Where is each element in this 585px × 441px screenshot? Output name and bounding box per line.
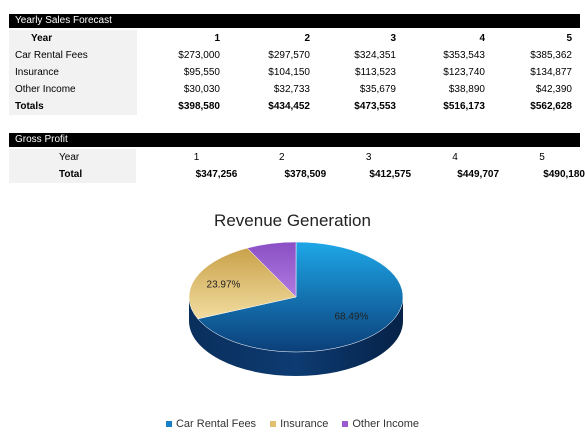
table-cell: $412,575: [369, 169, 412, 180]
table-row: Insurance $95,550 $104,150 $113,523 $123…: [9, 64, 572, 81]
table-cell: $123,740: [443, 67, 485, 78]
pie-side-wall: [189, 297, 403, 376]
row-label: Car Rental Fees: [9, 47, 137, 64]
table-cell: $30,030: [183, 84, 220, 95]
table-cell: $490,180: [543, 169, 585, 180]
gross-profit-title: Gross Profit: [9, 133, 580, 147]
gross-profit-table: Year 1 2 3 4 5 Total $347,256 $378,509 $…: [9, 149, 585, 183]
header-cell: 3: [390, 33, 396, 44]
pie-slice-insurance: [188, 247, 297, 320]
table-row: Car Rental Fees $273,000 $297,570 $324,3…: [9, 47, 572, 64]
chart-title: Revenue Generation: [214, 211, 371, 230]
table-cell: $42,390: [535, 84, 572, 95]
header-cell: 5: [539, 152, 545, 163]
table-cell: $378,509: [284, 169, 327, 180]
legend-label: Other Income: [352, 418, 420, 430]
table-header-row: Year 1 2 3 4 5: [9, 149, 585, 166]
legend-item-insurance: Insurance: [270, 418, 328, 430]
table-cell: $434,452: [268, 101, 310, 112]
table-cell: $398,580: [178, 101, 220, 112]
row-label: Insurance: [9, 64, 137, 81]
header-cell: Year: [9, 30, 137, 47]
table-cell: $38,890: [448, 84, 485, 95]
table-cell: $353,543: [443, 50, 485, 61]
forecast-table: Year 1 2 3 4 5 Car Rental Fees $273,000 …: [9, 30, 572, 115]
table-cell: $134,877: [530, 67, 572, 78]
header-cell: 2: [278, 152, 285, 163]
header-cell: 4: [452, 152, 458, 163]
table-cell: $113,523: [355, 67, 396, 78]
header-cell: 2: [304, 33, 310, 44]
table-cell: $562,628: [530, 101, 572, 112]
header-cell: 1: [193, 152, 200, 163]
table-cell: $473,553: [354, 101, 396, 112]
legend-label: Car Rental Fees: [175, 418, 257, 430]
header-cell: 5: [566, 33, 572, 44]
table-cell: $32,733: [273, 84, 310, 95]
legend-item-other-income: Other Income: [342, 418, 419, 430]
pie-data-label: 68.49%: [334, 312, 368, 323]
table-row: Other Income $30,030 $32,733 $35,679 $38…: [9, 81, 572, 98]
table-cell: $347,256: [195, 169, 238, 180]
pie-slice-other-income: [246, 241, 297, 298]
table-cell: $297,570: [268, 50, 310, 61]
totals-row: Total $347,256 $378,509 $412,575 $449,70…: [9, 166, 585, 183]
legend-item-car-rental: Car Rental Fees: [165, 418, 257, 430]
table-cell: $516,173: [443, 101, 485, 112]
table-cell: $95,550: [183, 67, 220, 78]
table-cell: $449,707: [457, 169, 500, 180]
pie-slice-car-rental: [197, 241, 404, 353]
header-cell: Year: [9, 149, 136, 166]
row-label: Total: [9, 166, 136, 183]
table-cell: $273,000: [178, 50, 220, 61]
legend-swatch: [270, 421, 277, 427]
pie-data-label: 23.97%: [207, 280, 241, 291]
legend-swatch: [165, 421, 172, 427]
legend-label: Insurance: [280, 418, 329, 430]
header-cell: 4: [479, 33, 485, 44]
chart-legend: Car Rental Fees Insurance Other Income: [0, 418, 585, 430]
header-cell: 3: [365, 152, 372, 163]
table-cell: $35,679: [359, 84, 396, 95]
table-cell: $385,362: [530, 50, 572, 61]
row-label: Totals: [9, 98, 137, 115]
pie-chart: 68.49%23.97%7.53%: [188, 241, 404, 376]
table-cell: $324,351: [354, 50, 396, 61]
legend-swatch: [342, 421, 349, 427]
header-cell: 1: [214, 33, 220, 44]
table-header-row: Year 1 2 3 4 5: [9, 30, 572, 47]
table-cell: $104,150: [268, 67, 310, 78]
row-label: Other Income: [9, 81, 137, 98]
forecast-title: Yearly Sales Forecast: [9, 14, 580, 28]
totals-row: Totals $398,580 $434,452 $473,553 $516,1…: [9, 98, 572, 115]
